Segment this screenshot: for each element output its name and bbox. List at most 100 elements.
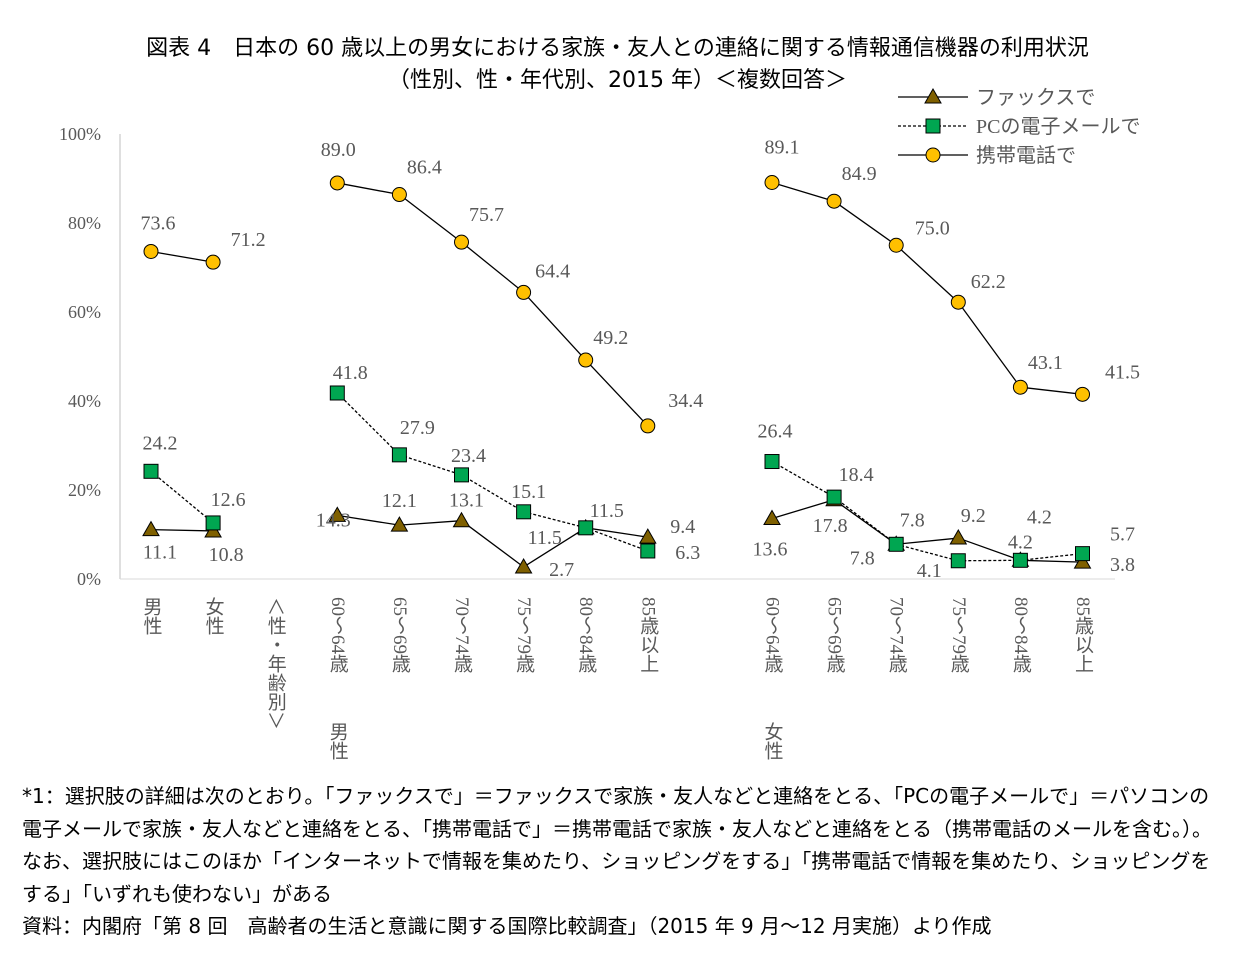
data-point-triangle	[763, 509, 781, 525]
x-tick-label: 女性	[203, 597, 225, 635]
data-point-triangle	[949, 529, 968, 545]
x-tick-label: 80～84歳	[1010, 597, 1032, 673]
series-line-segment	[1020, 386, 1083, 395]
series-line-segment	[150, 528, 214, 532]
data-point-circle	[888, 237, 904, 253]
data-point-triangle	[638, 528, 657, 544]
data-point-circle	[640, 418, 656, 434]
series-line-segment	[833, 200, 897, 246]
data-label: 4.1	[917, 560, 942, 582]
data-point-square	[1075, 546, 1090, 562]
data-point-triangle	[142, 520, 160, 537]
x-tick-label: 60～64歳	[762, 597, 784, 673]
data-label: 14.3	[316, 509, 351, 531]
data-point-circle	[764, 175, 780, 191]
y-tick-label: 40%	[68, 391, 101, 411]
series-line-segment	[337, 514, 400, 526]
data-point-circle	[143, 243, 159, 259]
y-tick-label: 0%	[77, 569, 101, 589]
y-tick-label: 20%	[68, 480, 101, 500]
series-line-segment	[150, 470, 214, 524]
series-line-segment	[337, 182, 400, 196]
chart-subtitle: （性別、性・年代別、2015 年）＜複数回答＞	[388, 68, 847, 93]
data-label: 27.9	[400, 417, 435, 439]
data-point-triangle	[390, 516, 409, 532]
x-group-label: 男性	[327, 722, 349, 760]
y-tick-label: 80%	[68, 213, 101, 233]
data-label: 41.5	[1105, 361, 1140, 383]
data-point-circle	[826, 193, 842, 209]
data-label: 73.6	[141, 212, 176, 234]
data-label: 6.3	[675, 542, 700, 564]
data-label: 41.8	[333, 362, 368, 384]
data-point-square	[888, 536, 904, 552]
data-label: 12.1	[382, 490, 417, 512]
data-label: 12.6	[211, 489, 246, 511]
data-label: 2.7	[549, 559, 574, 581]
data-label: 24.2	[143, 432, 178, 454]
source-note: 資料：内閣府「第 8 回 高齢者の生活と意識に関する国際比較調査」（2015 年…	[22, 914, 992, 938]
series-line-segment	[771, 499, 835, 520]
data-point-circle	[329, 175, 345, 191]
series-line-segment	[1020, 552, 1083, 561]
data-label: 10.8	[209, 544, 244, 566]
data-label: 75.0	[915, 217, 950, 239]
data-label: 17.8	[813, 515, 848, 537]
x-tick-label: 75～79歳	[948, 597, 970, 673]
series-line-segment	[523, 291, 587, 361]
series-line-segment	[1020, 559, 1083, 563]
data-point-square	[578, 520, 594, 536]
x-tick-label: 70～74歳	[451, 597, 473, 673]
x-tick-label: 男性	[141, 597, 163, 635]
series-line-segment	[896, 537, 959, 545]
data-label: 43.1	[1028, 352, 1063, 374]
data-label: 3.8	[1110, 554, 1135, 576]
x-group-label: 女性	[762, 722, 784, 760]
chart-title: 図表 4 日本の 60 歳以上の男女における家族・友人との連絡に関する情報通信機…	[146, 36, 1089, 61]
x-tick-label: 60～64歳	[327, 597, 349, 673]
legend-square-icon	[925, 118, 941, 134]
data-label: 26.4	[758, 421, 793, 443]
data-point-circle	[950, 294, 966, 310]
line-chart: 0%20%40%60%80%100%男性 女性 ＜性・年齢別＞ 60～64歳 65～69…	[59, 86, 1140, 760]
data-point-square	[329, 385, 345, 401]
series-line-segment	[585, 359, 649, 427]
data-point-circle	[1075, 386, 1090, 402]
data-label: 71.2	[231, 229, 266, 251]
data-point-circle	[454, 234, 469, 250]
series-line-segment	[771, 460, 835, 498]
x-tick-label: ＜性・年齢別＞	[265, 597, 287, 730]
data-label: 4.2	[1027, 506, 1052, 528]
data-point-circle	[578, 352, 594, 368]
footnote: *1：選択肢の詳細は次のとおり。「ファックスで」＝ファックスで家族・友人などと連…	[22, 784, 1212, 906]
data-label: 64.4	[535, 260, 570, 282]
legend-triangle-icon	[924, 87, 942, 104]
data-label: 13.1	[449, 490, 484, 512]
series-line-segment	[957, 301, 1021, 388]
data-point-triangle	[452, 511, 471, 528]
data-label: 86.4	[407, 157, 442, 179]
data-label: 34.4	[668, 390, 703, 412]
legend-circle-icon	[925, 147, 941, 163]
data-label: 84.9	[842, 163, 877, 185]
y-tick-label: 100%	[59, 124, 101, 144]
series-line-segment	[523, 511, 586, 529]
legend-label: PCの電子メールで	[976, 116, 1140, 138]
x-tick-label: 80～84歳	[575, 597, 597, 673]
x-tick-label: 70～74歳	[886, 597, 908, 673]
series-line-segment	[896, 543, 959, 562]
y-tick-label: 60%	[68, 302, 101, 322]
data-label: 11.5	[590, 500, 624, 522]
series-line-segment	[399, 520, 462, 526]
data-point-triangle	[514, 557, 533, 574]
data-point-circle	[1012, 379, 1028, 395]
data-label: 49.2	[593, 327, 628, 349]
x-tick-label: 85歳以上	[1072, 597, 1094, 673]
data-label: 9.2	[961, 505, 986, 527]
series-line-segment	[399, 194, 462, 243]
data-point-square	[1012, 552, 1028, 568]
x-tick-label: 65～69歳	[824, 597, 846, 673]
data-point-square	[143, 463, 159, 479]
series-line-segment	[461, 241, 525, 293]
x-tick-label: 75～79歳	[513, 597, 535, 673]
